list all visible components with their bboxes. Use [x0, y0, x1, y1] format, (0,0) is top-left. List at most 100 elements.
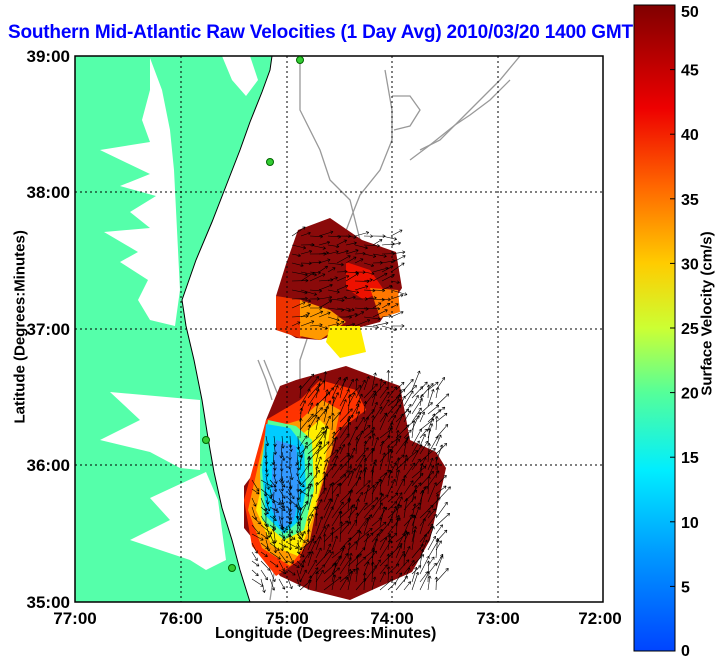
velocity-arrow: [379, 506, 386, 527]
velocity-arrow: [381, 273, 395, 282]
velocity-arrow: [403, 498, 409, 519]
velocity-arrow: [390, 324, 405, 328]
velocity-arrow: [355, 393, 363, 407]
velocity-arrow: [331, 455, 339, 471]
velocity-arrow: [363, 376, 370, 391]
velocity-arrow: [318, 258, 331, 264]
velocity-arrow: [315, 426, 324, 439]
velocity-arrow: [307, 469, 320, 487]
velocity-arrow: [395, 559, 410, 575]
velocity-arrow: [347, 570, 354, 591]
pamlico-sound: [130, 472, 226, 570]
velocity-arrow: [299, 530, 306, 543]
velocity-arrow: [411, 515, 417, 535]
x-axis-label: Longitude (Degrees:Minutes): [215, 625, 437, 642]
velocity-arrow: [307, 559, 317, 575]
y-tick-label: 35:00: [27, 593, 70, 612]
velocity-arrow: [363, 400, 368, 415]
velocity-arrow: [363, 565, 377, 583]
velocity-arrow: [379, 479, 383, 495]
velocity-arrow: [323, 523, 330, 535]
velocity-arrow: [315, 416, 320, 431]
velocity-arrow: [347, 468, 356, 487]
velocity-arrow: [281, 523, 286, 533]
velocity-arrow: [265, 475, 271, 490]
velocity-arrow: [260, 542, 269, 550]
velocity-arrow: [371, 533, 380, 551]
velocity-arrow: [435, 568, 449, 583]
velocity-arrow: [355, 411, 361, 423]
colorbar-tick-label: 50: [681, 4, 699, 21]
velocity-arrow: [411, 398, 423, 415]
velocity-arrow: [354, 319, 371, 327]
velocity-arrow: [323, 405, 330, 423]
velocity-arrow: [363, 561, 370, 575]
colorbar-tick-label: 10: [681, 515, 699, 532]
velocity-arrow: [354, 244, 368, 250]
velocity-arrow: [395, 496, 403, 511]
velocity-arrow: [260, 533, 269, 540]
velocity-arrow: [307, 376, 319, 391]
velocity-arrow: [345, 249, 359, 255]
velocity-arrow: [260, 578, 266, 593]
velocity-arrow: [363, 316, 381, 321]
velocity-arrow: [395, 545, 402, 559]
x-tick-label: 73:00: [476, 609, 519, 628]
velocity-arrow: [347, 378, 354, 391]
velocity-arrow: [260, 569, 268, 581]
velocity-arrow: [403, 531, 410, 543]
velocity-arrow: [419, 470, 434, 487]
velocity-arrow: [355, 547, 366, 559]
velocity-arrow: [411, 525, 417, 543]
velocity-arrow: [339, 568, 356, 583]
velocity-arrow: [296, 578, 301, 588]
velocity-arrow: [269, 578, 276, 591]
velocity-arrow: [327, 262, 344, 267]
velocity-arrow: [265, 499, 271, 512]
velocity-arrow: [307, 567, 319, 583]
velocity-arrow: [278, 542, 287, 548]
velocity-arrow: [411, 482, 422, 495]
velocity-arrow: [287, 524, 293, 534]
velocity-arrow: [296, 560, 305, 568]
velocity-arrow: [390, 255, 406, 264]
velocity-arrow: [363, 440, 368, 455]
velocity-arrow: [347, 542, 352, 559]
colorbar-tick-label: 0: [681, 643, 690, 659]
velocity-arrow: [307, 424, 312, 439]
colorbar-label: Surface Velocity (cm/s): [698, 231, 716, 396]
velocity-arrow: [307, 407, 323, 423]
velocity-arrow: [363, 262, 375, 268]
velocity-arrow: [347, 519, 358, 535]
velocity-arrow: [386, 553, 391, 567]
velocity-arrow: [251, 542, 258, 554]
velocity-arrow: [372, 321, 389, 327]
velocity-arrow: [331, 562, 338, 583]
velocity-arrow: [427, 457, 434, 471]
velocity-arrow: [379, 537, 388, 551]
velocity-arrow: [355, 502, 368, 519]
velocity-arrow: [278, 533, 286, 539]
velocity-arrow: [363, 504, 375, 519]
velocity-arrow: [395, 437, 409, 455]
velocity-arrow: [296, 497, 302, 512]
delaware-bay: [222, 56, 258, 96]
velocity-arrow: [419, 555, 430, 575]
velocity-arrow: [419, 571, 430, 591]
velocity-arrow: [336, 249, 349, 255]
velocity-arrow: [419, 381, 428, 391]
velocity-arrow: [403, 454, 408, 471]
velocity-arrow: [318, 265, 328, 273]
velocity-arrow: [363, 516, 371, 535]
velocity-arrow: [281, 451, 286, 461]
velocity-arrow: [363, 243, 380, 248]
velocity-arrow: [363, 457, 368, 471]
velocity-arrow: [363, 271, 375, 276]
velocity-arrow: [269, 569, 276, 582]
velocity-arrow: [427, 436, 439, 455]
velocity-arrow: [435, 474, 447, 487]
velocity-arrow: [339, 504, 356, 519]
velocity-arrow: [354, 231, 370, 237]
velocity-arrow: [403, 474, 407, 487]
